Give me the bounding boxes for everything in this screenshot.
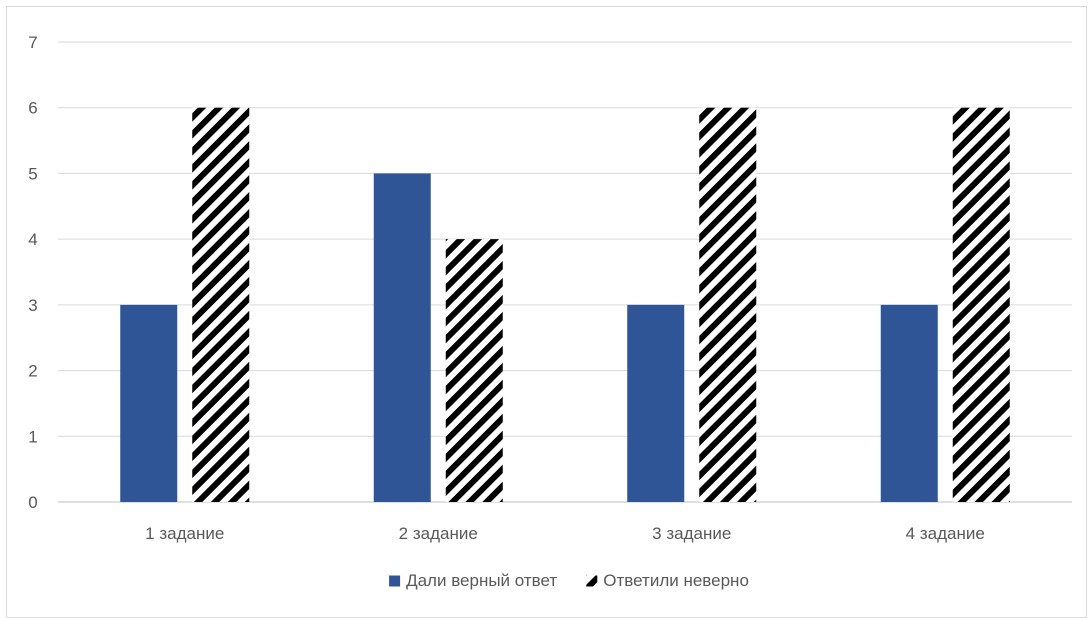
bar-correct <box>627 304 685 502</box>
legend-swatch-wrong <box>586 575 598 587</box>
bar-wrong <box>192 107 250 502</box>
y-tick-label: 4 <box>28 230 37 249</box>
bar-correct <box>373 173 431 502</box>
bar-wrong <box>445 239 503 502</box>
bar-correct <box>880 304 938 502</box>
y-tick-label: 1 <box>28 427 37 446</box>
x-tick-label: 2 задание <box>399 524 478 543</box>
x-tick-label: 3 задание <box>652 524 731 543</box>
bar-wrong <box>699 107 757 502</box>
y-tick-label: 6 <box>28 99 37 118</box>
legend-swatch-correct <box>389 575 401 587</box>
legend-label-wrong: Ответили неверно <box>603 571 749 590</box>
x-axis: 1 задание 2 задание 3 задание 4 задание <box>145 524 985 543</box>
legend-label-correct: Дали верный ответ <box>406 571 557 590</box>
bars <box>120 107 1010 502</box>
y-tick-label: 2 <box>28 362 37 381</box>
y-tick-label: 5 <box>28 164 37 183</box>
bar-wrong <box>952 107 1010 502</box>
x-tick-label: 4 задание <box>906 524 985 543</box>
y-axis: 0 1 2 3 4 5 6 7 <box>28 33 37 512</box>
x-tick-label: 1 задание <box>145 524 224 543</box>
y-tick-label: 7 <box>28 33 37 52</box>
y-tick-label: 0 <box>28 493 37 512</box>
bar-correct <box>120 304 178 502</box>
legend: Дали верный ответ Ответили неверно <box>389 571 749 590</box>
y-tick-label: 3 <box>28 296 37 315</box>
